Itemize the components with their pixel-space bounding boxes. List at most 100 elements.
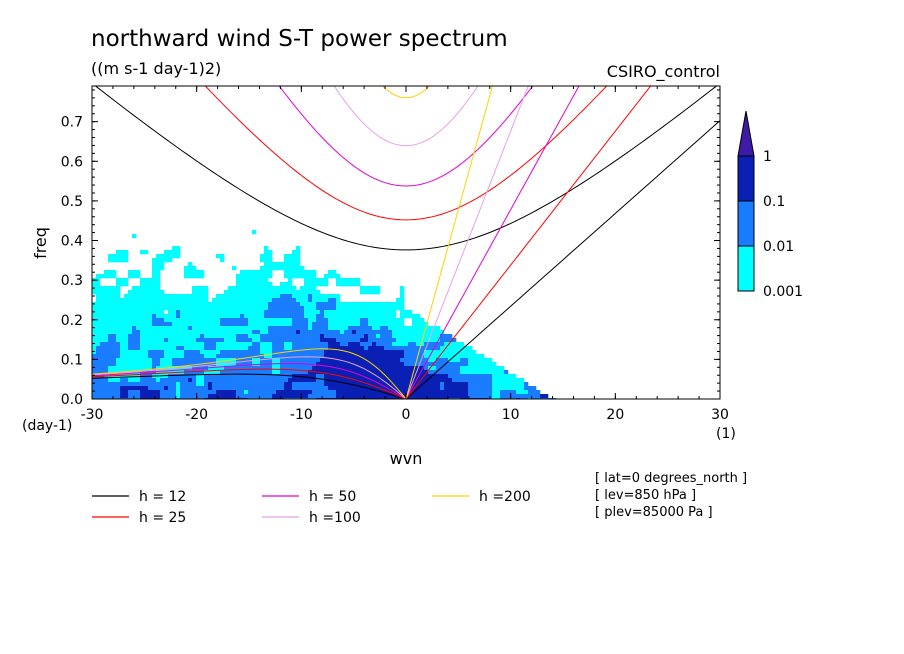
spectrum-cell xyxy=(192,378,197,383)
spectrum-cell xyxy=(168,338,173,343)
spectrum-cell xyxy=(172,246,177,251)
spectrum-cell xyxy=(396,374,401,379)
spectrum-cell xyxy=(392,310,397,315)
spectrum-cell xyxy=(280,298,285,303)
spectrum-cell xyxy=(100,386,105,391)
spectrum-cell xyxy=(248,382,253,387)
spectrum-cell xyxy=(272,262,277,267)
spectrum-cell xyxy=(388,334,393,339)
spectrum-cell xyxy=(244,390,249,395)
spectrum-cell xyxy=(108,318,113,323)
spectrum-cell xyxy=(176,314,181,319)
spectrum-cell xyxy=(376,318,381,323)
spectrum-cell xyxy=(248,350,253,355)
spectrum-cell xyxy=(256,314,261,319)
spectrum-cell xyxy=(440,394,445,399)
spectrum-cell xyxy=(204,358,209,363)
spectrum-cell xyxy=(228,302,233,307)
spectrum-cell xyxy=(372,370,377,375)
spectrum-cell xyxy=(508,394,513,399)
spectrum-cell xyxy=(380,358,385,363)
spectrum-cell xyxy=(220,358,225,363)
spectrum-cell xyxy=(376,378,381,383)
spectrum-cell xyxy=(304,350,309,355)
spectrum-cell xyxy=(472,358,477,363)
spectrum-cell xyxy=(144,354,149,359)
spectrum-cell xyxy=(360,306,365,311)
spectrum-cell xyxy=(312,310,317,315)
spectrum-cell xyxy=(256,346,261,351)
spectrum-cell xyxy=(276,334,281,339)
spectrum-cell xyxy=(136,310,141,315)
spectrum-cell xyxy=(200,318,205,323)
spectrum-cell xyxy=(220,294,225,299)
spectrum-cell xyxy=(268,394,273,399)
spectrum-cell xyxy=(412,342,417,347)
spectrum-cell xyxy=(152,278,157,283)
spectrum-cell xyxy=(412,322,417,327)
spectrum-cell xyxy=(184,342,189,347)
spectrum-cell xyxy=(200,326,205,331)
spectrum-cell xyxy=(512,390,517,395)
spectrum-cell xyxy=(212,298,217,303)
spectrum-cell xyxy=(452,346,457,351)
spectrum-cell xyxy=(368,314,373,319)
spectrum-cell xyxy=(416,378,421,383)
spectrum-cell xyxy=(396,362,401,367)
spectrum-cell xyxy=(520,382,525,387)
spectrum-cell xyxy=(360,386,365,391)
spectrum-cell xyxy=(360,342,365,347)
spectrum-cell xyxy=(152,274,157,279)
spectrum-cell xyxy=(148,286,153,291)
y-tick-label: 0.0 xyxy=(61,392,83,408)
spectrum-cell xyxy=(248,346,253,351)
spectrum-cell xyxy=(136,370,141,375)
spectrum-cell xyxy=(468,362,473,367)
spectrum-cell xyxy=(116,354,121,359)
spectrum-cell xyxy=(476,386,481,391)
spectrum-cell xyxy=(364,310,369,315)
spectrum-cell xyxy=(164,302,169,307)
spectrum-cell xyxy=(212,342,217,347)
spectrum-cell xyxy=(204,306,209,311)
spectrum-cell xyxy=(296,366,301,371)
spectrum-cell xyxy=(352,314,357,319)
spectrum-cell xyxy=(160,394,165,399)
spectrum-cell xyxy=(488,370,493,375)
spectrum-cell xyxy=(104,338,109,343)
spectrum-cell xyxy=(276,390,281,395)
spectrum-cell xyxy=(468,382,473,387)
spectrum-cell xyxy=(340,326,345,331)
spectrum-cell xyxy=(336,318,341,323)
spectrum-cell xyxy=(124,386,129,391)
spectrum-cell xyxy=(116,314,121,319)
spectrum-cell xyxy=(440,354,445,359)
spectrum-cell xyxy=(280,330,285,335)
spectrum-cell xyxy=(268,302,273,307)
spectrum-cell xyxy=(236,322,241,327)
spectrum-cell xyxy=(120,250,125,255)
spectrum-cell xyxy=(128,394,133,399)
spectrum-cell xyxy=(416,370,421,375)
spectrum-cell xyxy=(224,386,229,391)
spectrum-cell xyxy=(356,342,361,347)
spectrum-cell xyxy=(484,394,489,399)
spectrum-cell xyxy=(108,306,113,311)
spectrum-cell xyxy=(188,298,193,303)
spectrum-cell xyxy=(148,290,153,295)
spectrum-cell xyxy=(128,306,133,311)
spectrum-cell xyxy=(312,302,317,307)
spectrum-cell xyxy=(124,390,129,395)
spectrum-cell xyxy=(172,382,177,387)
spectrum-cell xyxy=(148,342,153,347)
spectrum-cell xyxy=(108,322,113,327)
spectrum-cell xyxy=(472,362,477,367)
spectrum-cell xyxy=(312,322,317,327)
spectrum-cell xyxy=(280,366,285,371)
spectrum-cell xyxy=(232,386,237,391)
spectrum-cell xyxy=(284,378,289,383)
spectrum-cell xyxy=(168,318,173,323)
spectrum-cell xyxy=(100,366,105,371)
spectrum-cell xyxy=(284,294,289,299)
spectrum-cell xyxy=(100,330,105,335)
